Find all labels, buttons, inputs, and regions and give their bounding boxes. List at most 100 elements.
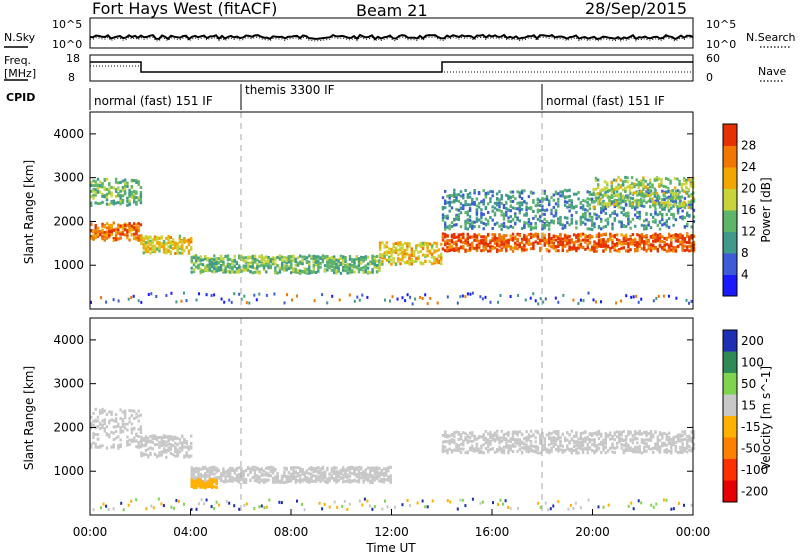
echo-cell: [290, 466, 293, 470]
echo-cell: [348, 471, 352, 475]
echo-cell: [335, 478, 338, 482]
echo-cell: [688, 249, 691, 253]
echo-cell: [532, 226, 535, 230]
echo-cell: [344, 256, 347, 259]
y-tick-label: 2000: [53, 214, 84, 228]
echo-cell: [342, 473, 345, 477]
echo-cell: [238, 256, 241, 260]
echo-cell: [595, 249, 598, 253]
echo-cell: [378, 479, 381, 483]
echo-cell: [466, 210, 469, 214]
echo-cell: [557, 447, 560, 451]
echo-cell: [548, 244, 551, 248]
echo-cell: [344, 265, 347, 269]
echo-cell: [557, 221, 560, 225]
echo-cell: [448, 224, 451, 228]
nsearch-label: N.Search: [746, 31, 796, 44]
echo-cell: [493, 450, 497, 454]
echo-cell: [680, 182, 684, 186]
echo-cell: [278, 254, 282, 258]
echo-cell: [635, 183, 638, 187]
echo-cell: [455, 246, 458, 250]
echo-cell: [487, 232, 490, 236]
echo-cell: [323, 473, 327, 477]
echo-cell: [190, 442, 193, 445]
echo-cell: [162, 239, 166, 243]
freq-trace: [90, 61, 693, 73]
echo-cell: [176, 451, 179, 455]
echo-cell: [353, 270, 356, 274]
echo-cell: [480, 241, 483, 245]
echo-cell: [613, 210, 616, 214]
echo-cell: [593, 451, 596, 455]
echo-cell: [357, 465, 361, 469]
echo-cell: [455, 215, 458, 219]
echo-cell: [455, 248, 458, 252]
echo-cell: [692, 199, 696, 203]
echo-cell: [681, 236, 684, 240]
echo-cell: [366, 266, 370, 270]
echo-cell: [505, 244, 508, 248]
echo-cell: [292, 469, 295, 473]
echo-cell: [640, 297, 643, 301]
echo-cell: [310, 477, 313, 481]
echo-cell: [635, 201, 638, 205]
echo-cell: [557, 197, 560, 201]
echo-cell: [606, 195, 610, 199]
echo-cell: [139, 413, 143, 417]
echo-cell: [366, 255, 370, 259]
echo-cell: [640, 200, 643, 204]
echo-cell: [665, 213, 668, 216]
echo-cell: [683, 244, 687, 248]
echo-cell: [90, 443, 93, 447]
echo-cell: [123, 233, 127, 237]
echo-cell: [676, 177, 679, 181]
echo-cell: [158, 440, 161, 444]
echo-cell: [568, 441, 571, 445]
echo-cell: [676, 211, 680, 215]
echo-cell: [637, 300, 640, 304]
echo-cell: [133, 439, 136, 443]
echo-cell: [406, 252, 409, 256]
echo-cell: [493, 211, 497, 215]
echo-cell: [110, 226, 113, 230]
echo-cell: [94, 182, 97, 186]
echo-cell: [348, 255, 352, 258]
echo-cell: [588, 446, 592, 450]
echo-cell: [178, 251, 182, 255]
echo-cell: [514, 441, 517, 444]
echo-cell: [117, 228, 120, 232]
echo-cell: [568, 241, 571, 245]
echo-cell: [351, 265, 354, 269]
echo-cell: [190, 259, 193, 263]
echo-cell: [278, 257, 282, 261]
echo-cell: [371, 481, 374, 485]
echo-cell: [248, 301, 251, 305]
echo-cell: [679, 199, 682, 203]
echo-cell: [130, 224, 134, 228]
echo-cell: [466, 227, 469, 231]
echo-cell: [570, 437, 573, 441]
echo-cell: [669, 181, 672, 185]
echo-cell: [139, 431, 143, 434]
echo-cell: [647, 223, 650, 227]
echo-cell: [215, 264, 218, 268]
echo-cell: [296, 479, 300, 483]
echo-cell: [450, 200, 454, 204]
echo-cell: [233, 260, 236, 264]
echo-cell: [313, 299, 316, 303]
echo-cell: [459, 206, 463, 210]
echo-cell: [128, 222, 131, 225]
echo-cell: [144, 435, 148, 439]
echo-cell: [411, 302, 414, 306]
echo-cell: [357, 262, 361, 266]
echo-cell: [151, 440, 154, 444]
echo-cell: [117, 187, 120, 191]
echo-cell: [670, 241, 673, 245]
echo-cell: [646, 187, 650, 190]
echo-cell: [317, 478, 320, 482]
echo-cell: [543, 192, 546, 195]
echo-cell: [271, 476, 275, 480]
echo-cell: [153, 437, 157, 441]
echo-cell: [498, 441, 501, 445]
